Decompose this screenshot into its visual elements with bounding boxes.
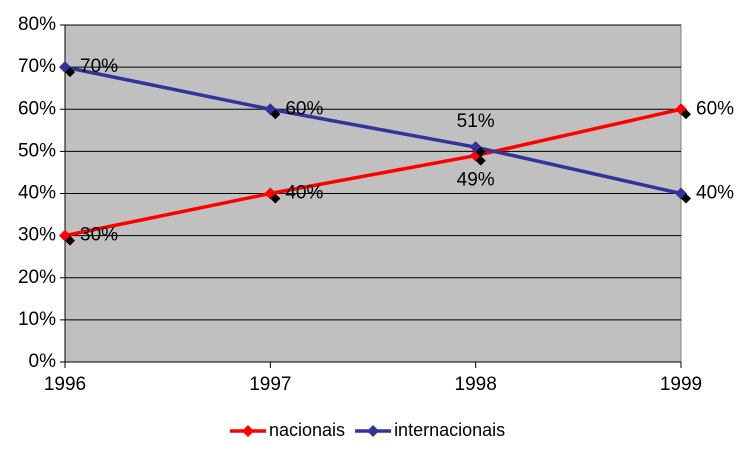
marker-shadow xyxy=(65,235,75,246)
data-label: 30% xyxy=(80,225,118,246)
legend-marker xyxy=(242,425,254,437)
y-tick-label: 50% xyxy=(18,140,56,161)
x-tick-label: 1999 xyxy=(660,374,702,395)
legend-label: internacionais xyxy=(394,420,505,440)
marker-shadow xyxy=(65,67,75,78)
marker-shadow xyxy=(270,109,281,120)
y-tick-label: 10% xyxy=(18,309,56,330)
marker-shadow xyxy=(681,193,691,204)
x-tick-label: 1996 xyxy=(44,374,86,395)
y-tick-label: 20% xyxy=(18,267,56,288)
y-tick-label: 60% xyxy=(18,98,56,119)
x-tick-label: 1997 xyxy=(249,374,291,395)
data-label: 40% xyxy=(696,183,734,204)
series-line xyxy=(64,107,682,238)
data-label: 60% xyxy=(285,98,323,119)
marker-shadow xyxy=(475,155,486,166)
legend-label: nacionais xyxy=(269,420,345,440)
series-line xyxy=(64,65,682,196)
y-tick-label: 0% xyxy=(29,351,57,372)
data-label: 60% xyxy=(696,98,734,119)
y-tick-label: 40% xyxy=(18,183,56,204)
x-tick-label: 1998 xyxy=(455,374,497,395)
marker-shadow xyxy=(270,193,281,204)
marker-shadow xyxy=(681,109,691,120)
legend-marker xyxy=(367,425,380,437)
data-label: 49% xyxy=(457,170,495,191)
data-label: 51% xyxy=(457,111,495,132)
data-label: 70% xyxy=(80,56,118,77)
data-label: 40% xyxy=(285,183,323,204)
y-tick-label: 80% xyxy=(18,14,56,35)
y-tick-label: 30% xyxy=(18,225,56,246)
y-tick-label: 70% xyxy=(18,56,56,77)
marker-shadow xyxy=(475,147,486,158)
